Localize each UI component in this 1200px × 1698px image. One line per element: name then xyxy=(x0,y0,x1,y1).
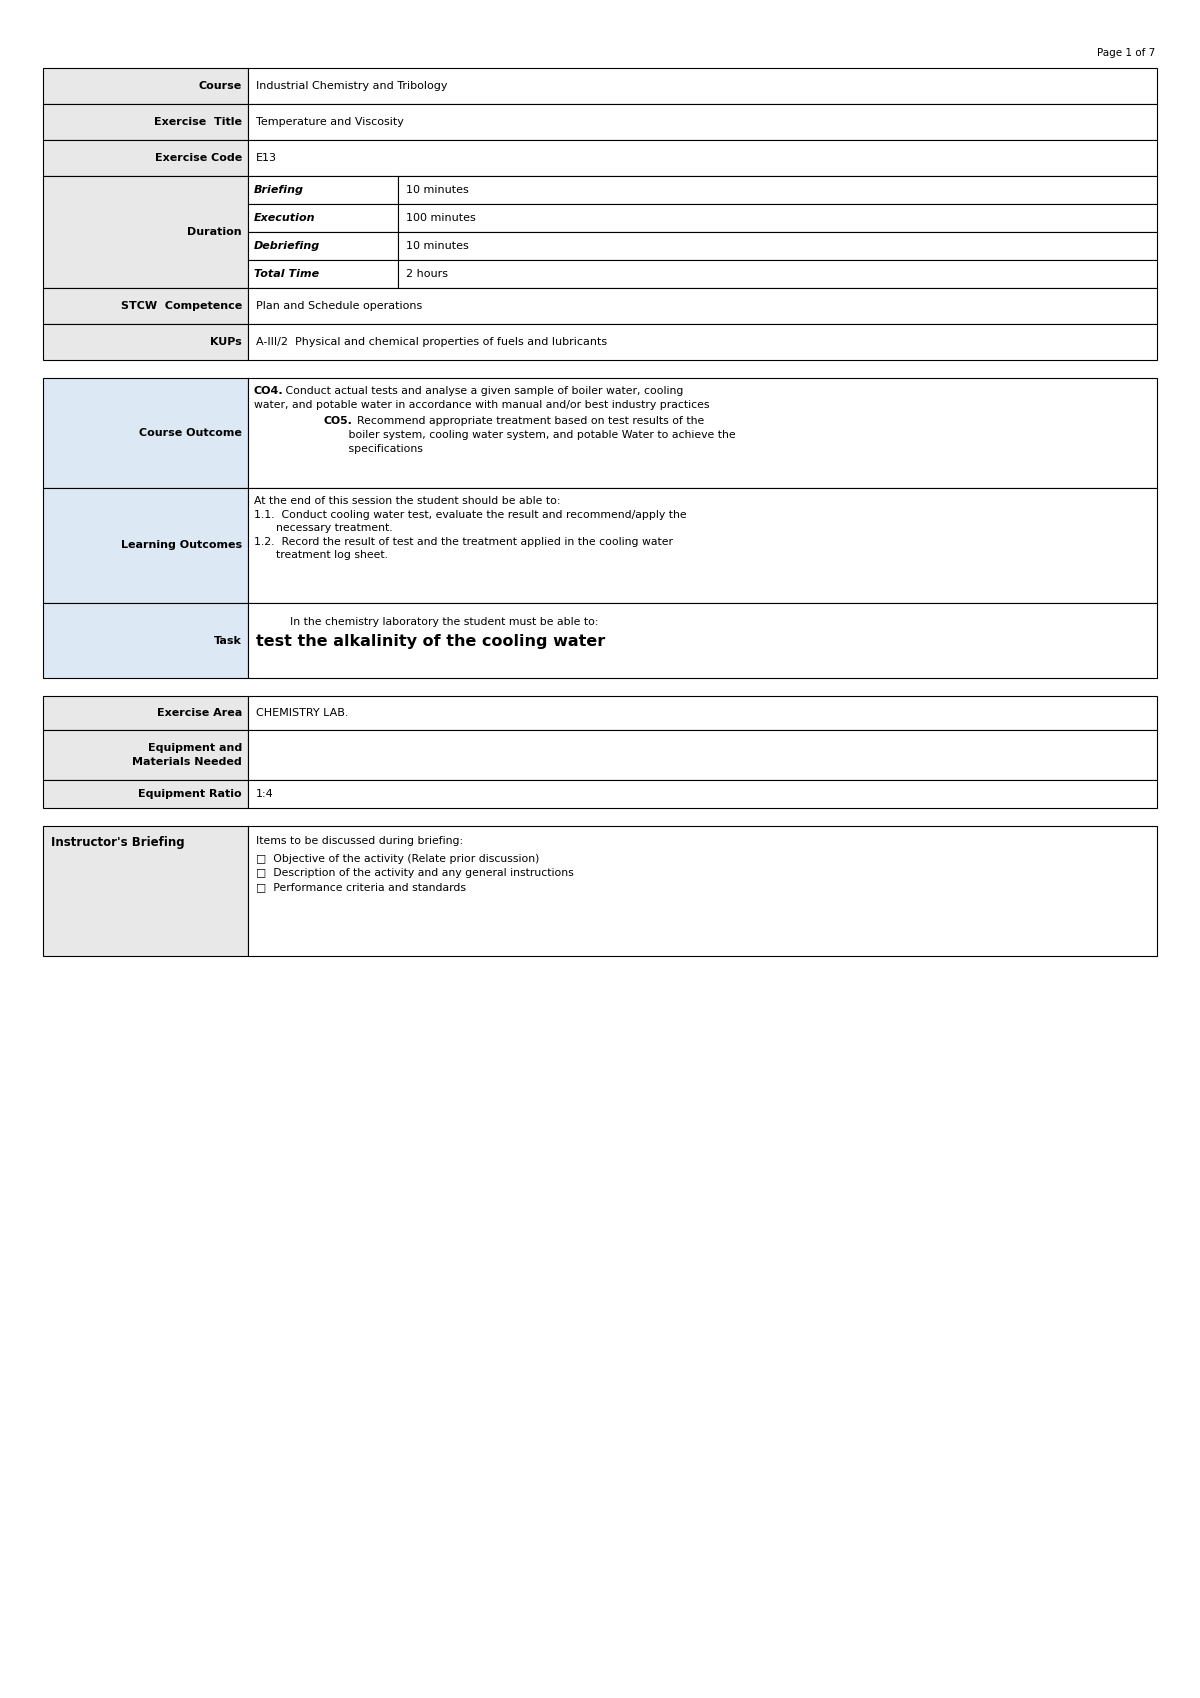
Text: Equipment and: Equipment and xyxy=(148,744,242,752)
Text: A-III/2  Physical and chemical properties of fuels and lubricants: A-III/2 Physical and chemical properties… xyxy=(256,336,607,346)
Bar xyxy=(43,177,248,289)
Text: Plan and Schedule operations: Plan and Schedule operations xyxy=(256,301,422,311)
Bar xyxy=(248,104,1157,139)
Bar xyxy=(43,104,248,139)
Text: boiler system, cooling water system, and potable Water to achieve the: boiler system, cooling water system, and… xyxy=(324,430,736,440)
Text: treatment log sheet.: treatment log sheet. xyxy=(276,550,388,560)
Bar xyxy=(248,730,1157,779)
Bar xyxy=(248,603,1157,678)
Bar xyxy=(43,730,248,779)
Text: test the alkalinity of the cooling water: test the alkalinity of the cooling water xyxy=(256,633,605,649)
Text: Equipment Ratio: Equipment Ratio xyxy=(138,790,242,800)
Bar xyxy=(248,825,1157,956)
Text: 100 minutes: 100 minutes xyxy=(406,212,475,222)
Text: □  Objective of the activity (Relate prior discussion): □ Objective of the activity (Relate prio… xyxy=(256,854,539,864)
Text: Industrial Chemistry and Tribology: Industrial Chemistry and Tribology xyxy=(256,82,448,92)
Text: Learning Outcomes: Learning Outcomes xyxy=(121,540,242,550)
Bar xyxy=(43,487,248,603)
Text: CO4.: CO4. xyxy=(254,385,283,396)
Text: 1:4: 1:4 xyxy=(256,790,274,800)
Bar xyxy=(398,260,1157,289)
Text: Briefing: Briefing xyxy=(254,185,304,195)
Bar xyxy=(43,379,248,487)
Text: Execution: Execution xyxy=(254,212,316,222)
Bar xyxy=(398,177,1157,204)
Bar xyxy=(248,233,398,260)
Text: CO5.: CO5. xyxy=(324,416,353,426)
Text: Instructor's Briefing: Instructor's Briefing xyxy=(50,835,185,849)
Text: Recommend appropriate treatment based on test results of the: Recommend appropriate treatment based on… xyxy=(350,416,704,426)
Bar xyxy=(43,696,248,730)
Bar xyxy=(398,233,1157,260)
Bar xyxy=(43,324,248,360)
Bar xyxy=(248,68,1157,104)
Text: Temperature and Viscosity: Temperature and Viscosity xyxy=(256,117,404,127)
Bar xyxy=(43,68,248,104)
Bar xyxy=(43,289,248,324)
Bar xyxy=(248,487,1157,603)
Bar xyxy=(248,779,1157,808)
Text: □  Performance criteria and standards: □ Performance criteria and standards xyxy=(256,881,466,891)
Bar xyxy=(398,204,1157,233)
Text: E13: E13 xyxy=(256,153,277,163)
Bar xyxy=(248,260,398,289)
Text: Items to be discussed during briefing:: Items to be discussed during briefing: xyxy=(256,835,463,846)
Text: Debriefing: Debriefing xyxy=(254,241,320,251)
Text: water, and potable water in accordance with manual and/or best industry practice: water, and potable water in accordance w… xyxy=(254,401,709,409)
Text: In the chemistry laboratory the student must be able to:: In the chemistry laboratory the student … xyxy=(290,616,599,627)
Text: necessary treatment.: necessary treatment. xyxy=(276,523,392,533)
Text: Exercise Code: Exercise Code xyxy=(155,153,242,163)
Text: 1.2.  Record the result of test and the treatment applied in the cooling water: 1.2. Record the result of test and the t… xyxy=(254,537,673,547)
Text: 10 minutes: 10 minutes xyxy=(406,241,469,251)
Text: STCW  Competence: STCW Competence xyxy=(121,301,242,311)
Text: 2 hours: 2 hours xyxy=(406,268,448,278)
Text: CHEMISTRY LAB.: CHEMISTRY LAB. xyxy=(256,708,348,718)
Text: specifications: specifications xyxy=(324,443,422,453)
Text: Exercise Area: Exercise Area xyxy=(157,708,242,718)
Text: KUPs: KUPs xyxy=(210,336,242,346)
Bar xyxy=(248,379,1157,487)
Text: At the end of this session the student should be able to:: At the end of this session the student s… xyxy=(254,496,560,506)
Bar xyxy=(248,204,398,233)
Text: Conduct actual tests and analyse a given sample of boiler water, cooling: Conduct actual tests and analyse a given… xyxy=(282,385,683,396)
Bar xyxy=(43,779,248,808)
Text: Total Time: Total Time xyxy=(254,268,319,278)
Bar xyxy=(43,139,248,177)
Text: Task: Task xyxy=(214,635,242,645)
Bar xyxy=(248,139,1157,177)
Text: 1.1.  Conduct cooling water test, evaluate the result and recommend/apply the: 1.1. Conduct cooling water test, evaluat… xyxy=(254,509,686,520)
Text: Page 1 of 7: Page 1 of 7 xyxy=(1097,48,1154,58)
Text: Materials Needed: Materials Needed xyxy=(132,757,242,767)
Text: Exercise  Title: Exercise Title xyxy=(154,117,242,127)
Text: □  Description of the activity and any general instructions: □ Description of the activity and any ge… xyxy=(256,868,574,878)
Bar xyxy=(43,603,248,678)
Bar xyxy=(248,289,1157,324)
Bar xyxy=(248,177,398,204)
Text: Course: Course xyxy=(199,82,242,92)
Text: Course Outcome: Course Outcome xyxy=(139,428,242,438)
Bar xyxy=(248,696,1157,730)
Bar xyxy=(248,324,1157,360)
Bar xyxy=(43,825,248,956)
Text: 10 minutes: 10 minutes xyxy=(406,185,469,195)
Text: Duration: Duration xyxy=(187,228,242,238)
